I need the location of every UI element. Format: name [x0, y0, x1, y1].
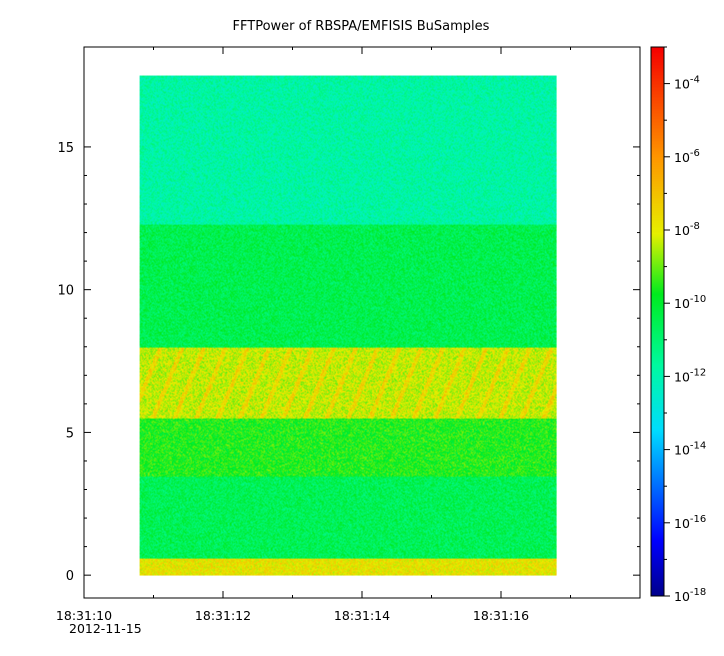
colorbar-tick-label: 10-4 — [674, 75, 700, 92]
x-tick-label: 18:31:12 — [195, 608, 251, 623]
colorbar-tick-exponent: -12 — [690, 367, 706, 378]
x-tick-label: 18:31:16 — [473, 608, 529, 623]
y-tick-label: 10 — [57, 284, 74, 299]
colorbar-frame — [650, 46, 665, 597]
x-axis: 18:31:10 18:31:12 18:31:14 18:31:16 — [56, 47, 571, 623]
colorbar-tick-exponent: -16 — [690, 514, 706, 525]
colorbar-tick-label: 10-12 — [674, 367, 706, 384]
colorbar-tick-exponent: -18 — [690, 587, 706, 598]
colorbar-tick-base: 10 — [674, 296, 690, 311]
colorbar-tick-base: 10 — [674, 77, 690, 92]
x-tick-label: 18:31:10 — [56, 608, 112, 623]
y-axis: 0 5 10 15 — [57, 141, 640, 584]
spectrogram-plot — [139, 75, 557, 576]
colorbar-tick-base: 10 — [674, 150, 690, 165]
colorbar-tick-label: 10-6 — [674, 148, 700, 165]
colorbar-tick-base: 10 — [674, 516, 690, 531]
x-tick-label: 18:31:14 — [334, 608, 390, 623]
colorbar-gradient — [651, 47, 664, 596]
y-tick-label: 5 — [66, 426, 74, 441]
colorbar-tick-label: 10-10 — [674, 294, 706, 311]
colorbar-tick-base: 10 — [674, 443, 690, 458]
colorbar-tick-exponent: -6 — [690, 148, 700, 159]
chart-title: FFTPower of RBSPA/EMFISIS BuSamples — [233, 19, 490, 34]
colorbar-tick-exponent: -8 — [690, 221, 700, 232]
colorbar-tick-label: 10-16 — [674, 514, 706, 531]
colorbar-tick-label: 10-18 — [674, 587, 706, 604]
colorbar-tick-label: 10-14 — [674, 441, 706, 458]
colorbar-tick-exponent: -14 — [690, 441, 706, 452]
colorbar-tick-base: 10 — [674, 223, 690, 238]
y-tick-label: 15 — [57, 141, 74, 156]
x-axis-date-label: 2012-11-15 — [69, 621, 142, 636]
colorbar-tick-exponent: -10 — [690, 294, 706, 305]
y-tick-label: 0 — [66, 569, 74, 584]
colorbar-tick-label: 10-8 — [674, 221, 700, 238]
spectrogram-image — [139, 75, 557, 576]
colorbar-tick-base: 10 — [674, 369, 690, 384]
colorbar-tick-exponent: -4 — [690, 75, 700, 86]
colorbar-tick-base: 10 — [674, 589, 690, 604]
